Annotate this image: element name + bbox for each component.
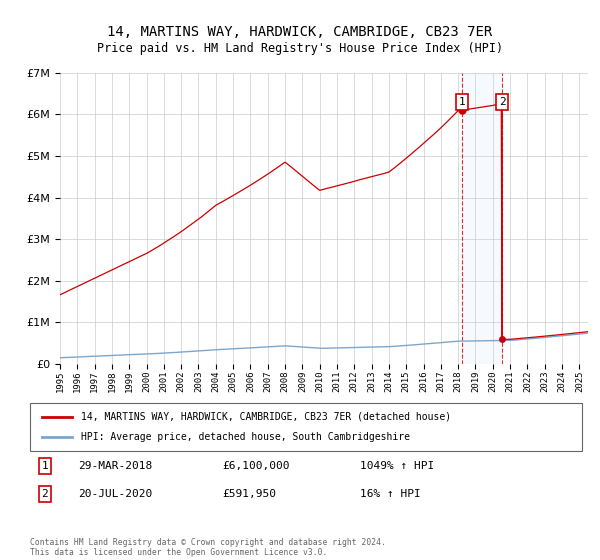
Text: Price paid vs. HM Land Registry's House Price Index (HPI): Price paid vs. HM Land Registry's House … [97, 42, 503, 55]
Text: 1: 1 [459, 97, 466, 107]
Text: 2: 2 [41, 489, 49, 499]
Text: 14, MARTINS WAY, HARDWICK, CAMBRIDGE, CB23 7ER: 14, MARTINS WAY, HARDWICK, CAMBRIDGE, CB… [107, 25, 493, 39]
Text: 1: 1 [41, 461, 49, 471]
Text: 1049% ↑ HPI: 1049% ↑ HPI [360, 461, 434, 471]
Text: 16% ↑ HPI: 16% ↑ HPI [360, 489, 421, 499]
Text: HPI: Average price, detached house, South Cambridgeshire: HPI: Average price, detached house, Sout… [81, 432, 410, 442]
Text: £6,100,000: £6,100,000 [222, 461, 290, 471]
Text: £591,950: £591,950 [222, 489, 276, 499]
Text: Contains HM Land Registry data © Crown copyright and database right 2024.
This d: Contains HM Land Registry data © Crown c… [30, 538, 386, 557]
Text: 29-MAR-2018: 29-MAR-2018 [78, 461, 152, 471]
Text: 2: 2 [499, 97, 506, 107]
Bar [462, 73, 502, 364]
Text: 20-JUL-2020: 20-JUL-2020 [78, 489, 152, 499]
Text: 14, MARTINS WAY, HARDWICK, CAMBRIDGE, CB23 7ER (detached house): 14, MARTINS WAY, HARDWICK, CAMBRIDGE, CB… [81, 412, 451, 422]
